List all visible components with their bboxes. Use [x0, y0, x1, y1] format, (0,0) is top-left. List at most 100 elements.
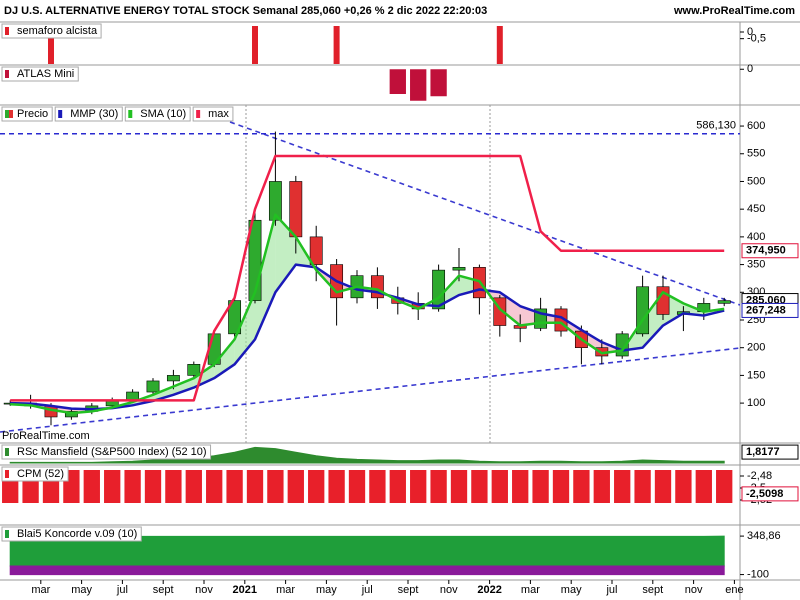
bar	[716, 470, 733, 503]
legend-swatch	[5, 530, 9, 538]
candle-body	[289, 181, 303, 238]
value-marker	[741, 444, 799, 460]
legend-label: Blai5 Koncorde v.09 (10)	[17, 528, 137, 540]
candle-body	[187, 364, 201, 376]
cloud	[153, 386, 174, 401]
cloud	[234, 292, 255, 365]
line	[10, 213, 725, 415]
bar	[267, 470, 284, 503]
candle-body	[717, 300, 731, 304]
legend-box	[192, 106, 234, 122]
bar	[634, 470, 651, 503]
bar	[430, 470, 447, 503]
bar	[206, 470, 223, 503]
bar	[287, 470, 304, 503]
legend-box	[1, 106, 53, 122]
area	[9, 565, 725, 576]
y-tick-label: 200	[747, 342, 765, 354]
bar	[308, 470, 325, 503]
candle-body	[309, 236, 323, 265]
x-tick-label: sept	[642, 584, 663, 596]
bar	[348, 470, 366, 503]
legend-label: CPM (52)	[17, 468, 64, 480]
legend-box	[54, 106, 123, 122]
value-marker-label: 374,950	[746, 245, 786, 257]
cloud	[214, 339, 235, 379]
bar	[654, 470, 672, 503]
x-tick-label: mar	[276, 584, 295, 596]
x-tick-label: ene	[725, 584, 743, 596]
value-marker-label: -2,5098	[746, 488, 783, 500]
bar	[512, 470, 529, 503]
y-tick-label: 150	[747, 369, 765, 381]
y-tick-label: 400	[747, 231, 765, 243]
legend-swatch	[196, 110, 201, 118]
value-marker-label: 1,8177	[746, 446, 780, 458]
y-tick-label: 450	[747, 203, 765, 215]
line	[10, 154, 725, 402]
value-marker	[741, 302, 799, 318]
legend-box	[1, 23, 102, 39]
legend-swatch	[5, 27, 9, 35]
trend-line	[229, 121, 740, 306]
x-tick-label: nov	[195, 584, 213, 596]
legend-box	[1, 466, 69, 482]
value-marker	[741, 486, 799, 502]
y-tick-label: 550	[747, 148, 765, 160]
legend-label: max	[208, 108, 229, 120]
y-tick-label: -2,48	[747, 470, 772, 482]
bar	[185, 470, 202, 503]
y-tick-label: 600	[747, 120, 765, 132]
reference-label: 586,130	[696, 120, 736, 132]
candle-body	[146, 380, 160, 393]
bar	[83, 470, 100, 503]
x-tick-label: nov	[440, 584, 458, 596]
bar	[450, 470, 468, 503]
line	[10, 263, 725, 411]
bar	[471, 470, 488, 503]
bar	[593, 470, 610, 503]
signal-bar	[333, 26, 340, 64]
bar	[165, 470, 182, 503]
x-tick-label: jul	[116, 584, 128, 596]
legend-label: SMA (10)	[140, 108, 186, 120]
bar	[369, 470, 386, 503]
y-tick-label: 350	[747, 258, 765, 270]
legend-swatch	[5, 110, 9, 118]
legend-swatch	[5, 70, 9, 78]
value-marker-label: 267,248	[746, 304, 786, 316]
bar	[573, 470, 590, 503]
legend-label: ATLAS Mini	[17, 68, 74, 80]
bar	[675, 470, 692, 503]
y-tick-label: 0	[747, 26, 753, 38]
x-tick-label: 2021	[233, 584, 257, 596]
bar	[430, 69, 447, 97]
bar	[532, 470, 549, 503]
legend-label: MMP (30)	[70, 108, 118, 120]
chart-title: DJ U.S. ALTERNATIVE ENERGY TOTAL STOCK S…	[4, 5, 487, 17]
legend-box	[1, 526, 142, 542]
x-tick-label: mar	[521, 584, 540, 596]
y-tick-label: 500	[747, 175, 765, 187]
y-tick-label: -100	[747, 568, 769, 580]
legend-swatch	[128, 110, 133, 118]
y-tick-label: 0	[747, 63, 753, 75]
bar	[389, 69, 406, 94]
value-marker	[741, 243, 799, 259]
site: www.ProRealTime.com	[673, 5, 795, 17]
bar	[246, 470, 264, 503]
bar	[491, 470, 508, 503]
x-tick-label: 2022	[477, 584, 501, 596]
legend-box	[1, 66, 79, 82]
y-tick-label: 100	[747, 397, 765, 409]
legend-box	[124, 106, 191, 122]
trend-line	[0, 347, 740, 433]
legend-label: Precio	[17, 108, 48, 120]
x-tick-label: jul	[361, 584, 373, 596]
legend-box	[1, 444, 212, 460]
y-tick-label: -0,5	[747, 33, 766, 45]
bar	[226, 470, 243, 503]
cloud	[173, 378, 194, 395]
candle-body	[166, 375, 180, 382]
